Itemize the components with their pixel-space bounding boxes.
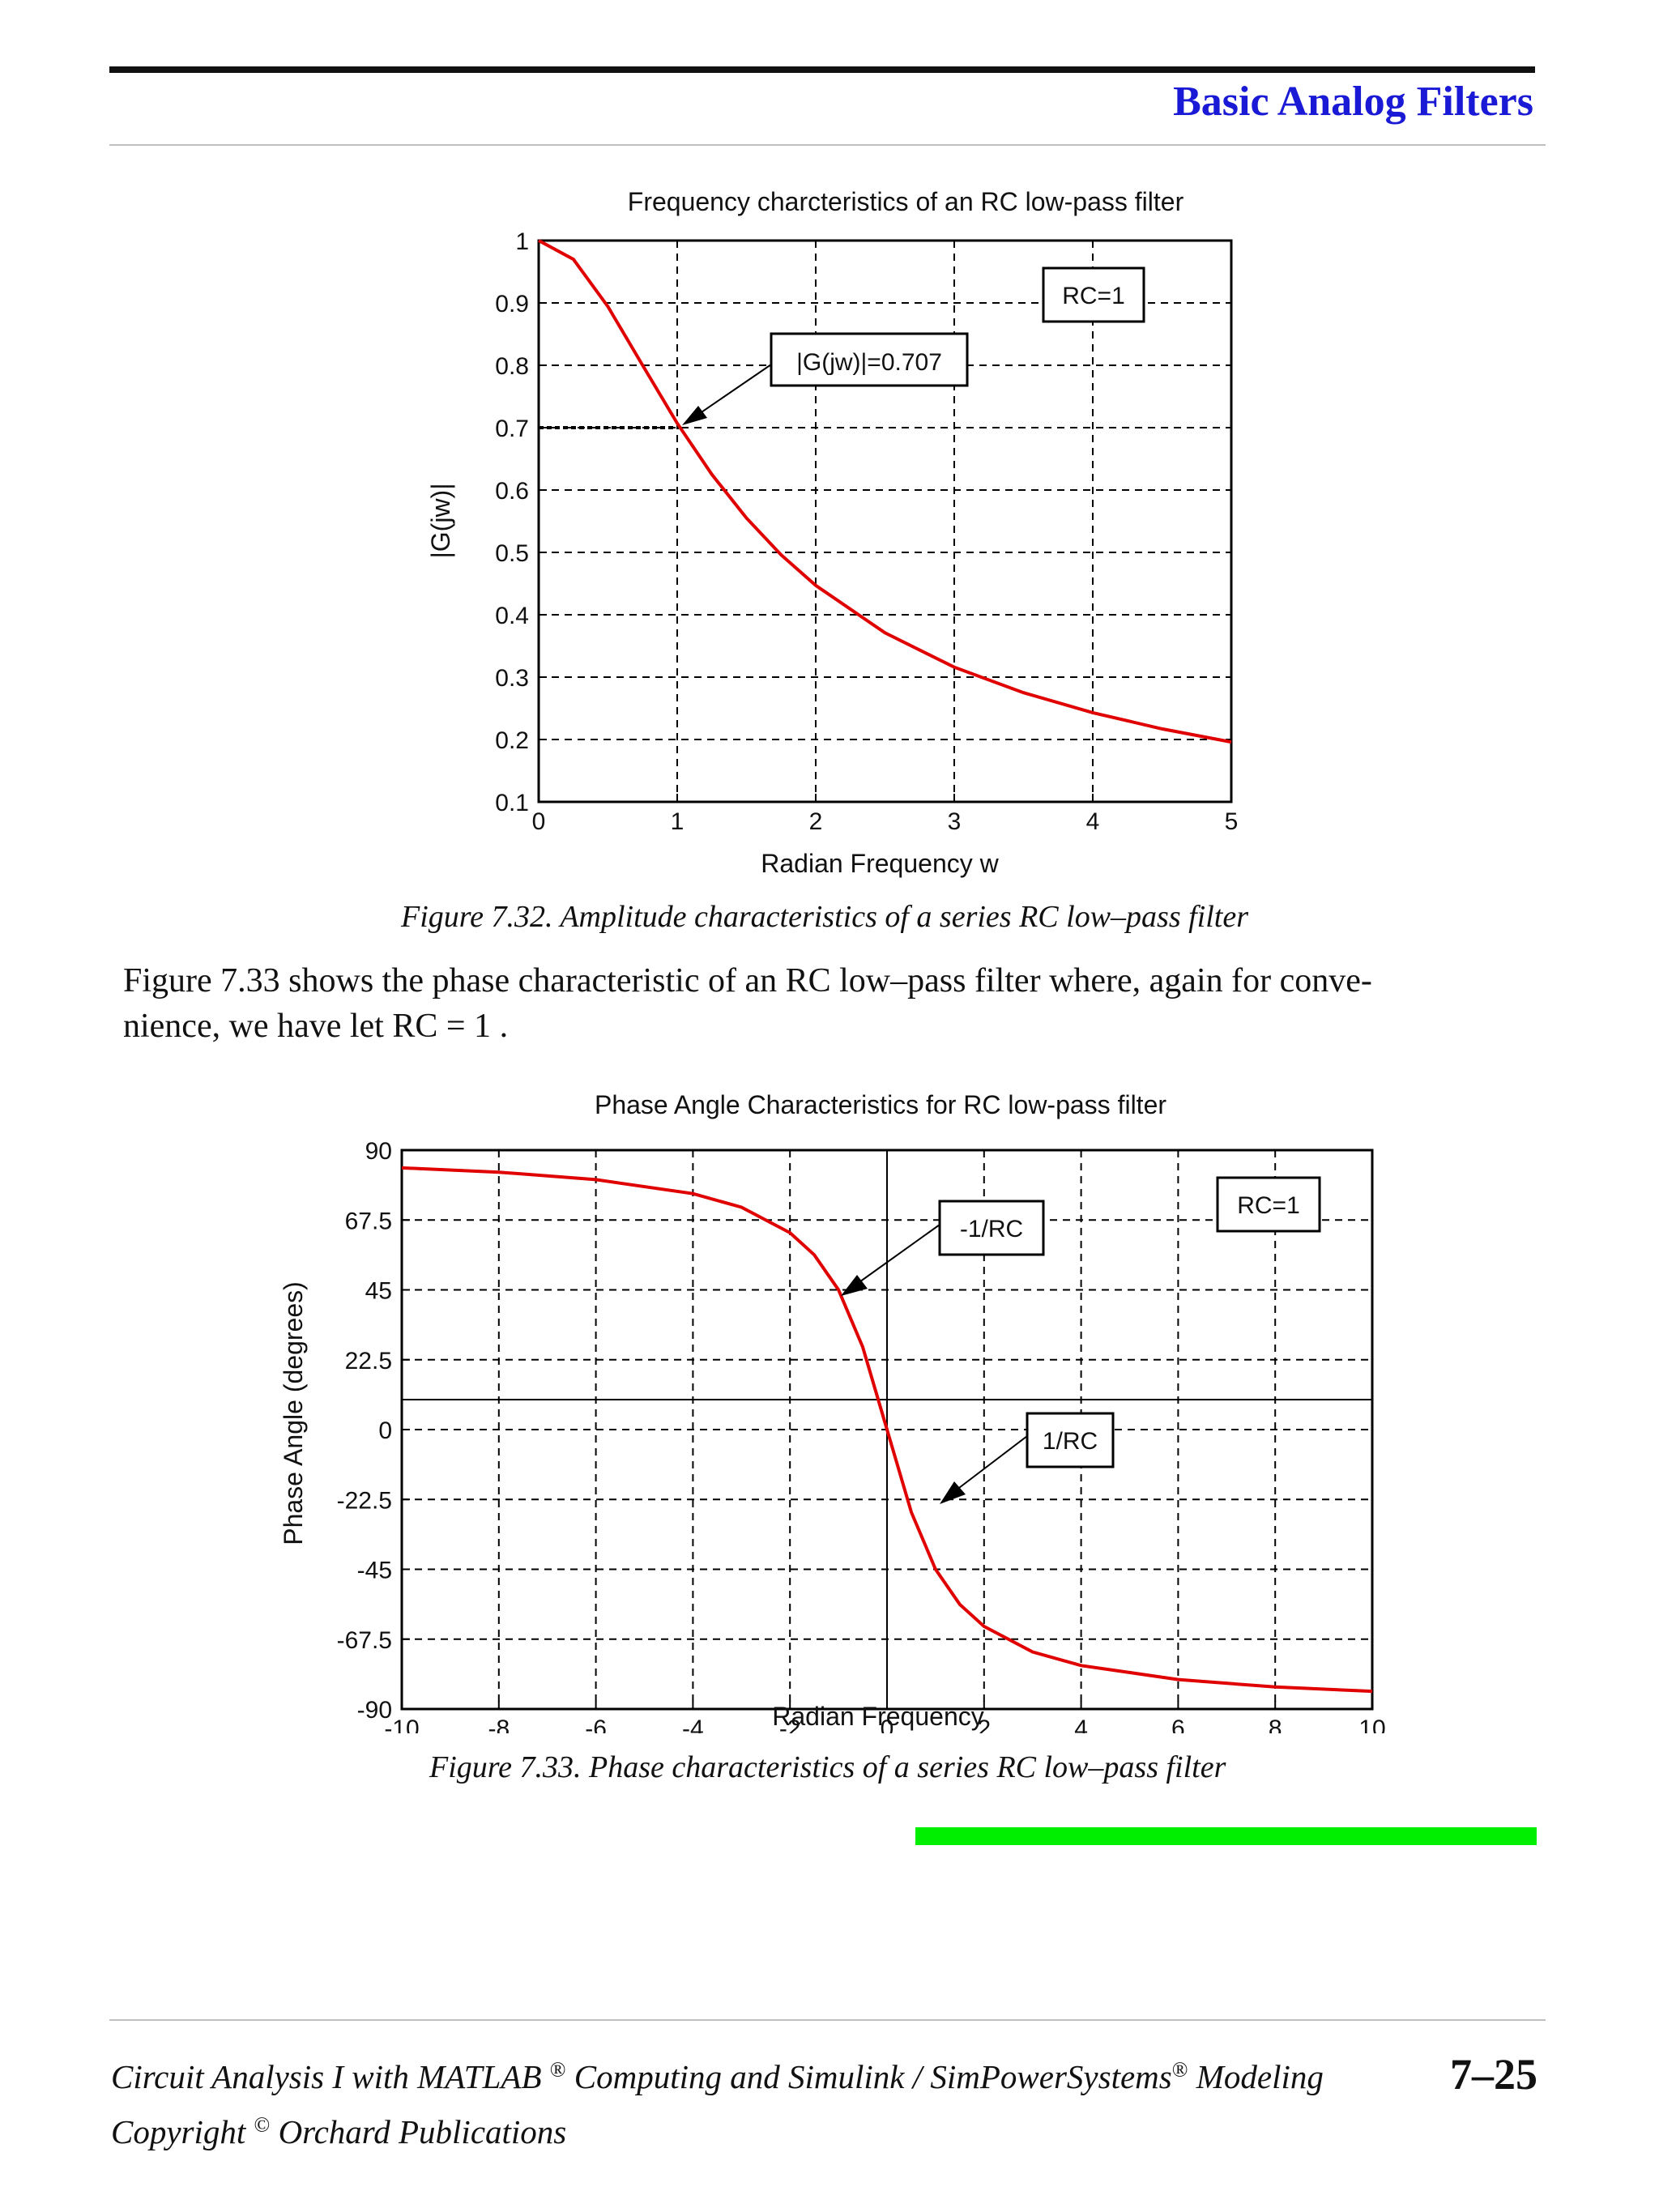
x-tick-label: 2: [809, 808, 823, 835]
figure-caption-7-32: Figure 7.32. Amplitude characteristics o…: [401, 900, 1249, 934]
x-tick-label: -8: [488, 1715, 510, 1733]
svg-text:RC=1: RC=1: [1062, 283, 1125, 309]
x-tick-label: 10: [1358, 1715, 1385, 1733]
svg-text:-1/RC: -1/RC: [960, 1216, 1023, 1242]
y-tick-label: 0.8: [495, 353, 529, 380]
y-tick-label: 0.6: [495, 478, 529, 505]
y-tick-label: 0.1: [495, 790, 529, 816]
x-tick-label: 6: [1171, 1715, 1185, 1733]
y-tick-label: 0: [378, 1417, 392, 1444]
running-header-title: Basic Analog Filters: [1173, 79, 1533, 125]
svg-text:1/RC: 1/RC: [1043, 1428, 1098, 1455]
x-axis-label: Radian Frequency: [772, 1702, 983, 1731]
x-tick-label: 0: [532, 808, 546, 835]
x-axis-label: Radian Frequency w: [761, 849, 999, 878]
y-tick-label: 0.9: [495, 291, 529, 318]
footer-copyright: Copyright © Orchard Publications: [111, 2112, 567, 2150]
x-tick-label: -6: [585, 1715, 607, 1733]
x-tick-label: 1: [671, 808, 684, 835]
y-tick-label: 0.3: [495, 665, 529, 692]
annotation-minus-1-over-rc: -1/RC: [841, 1200, 1045, 1296]
y-tick-label: 90: [365, 1138, 392, 1165]
x-tick-label: 8: [1269, 1715, 1282, 1733]
phase-chart: Phase Angle Characteristics for RC low-p…: [279, 1090, 1386, 1733]
x-tick-label: -2: [779, 1715, 801, 1733]
x-tick-label: 5: [1225, 808, 1239, 835]
svg-text:RC=1: RC=1: [1237, 1192, 1300, 1219]
x-tick-label: -10: [384, 1715, 419, 1733]
y-tick-label: 22.5: [345, 1348, 392, 1375]
y-tick-label: -22.5: [337, 1487, 392, 1514]
body-paragraph: Figure 7.33 shows the phase characterist…: [123, 962, 1372, 1045]
y-axis-label: |G(jw)|: [426, 483, 455, 558]
paragraph-line-2: nience, we have let: [123, 1008, 393, 1045]
annotation-0707: |G(jw)|=0.707: [682, 332, 969, 425]
x-tick-label: 4: [1074, 1715, 1088, 1733]
magnitude-curve: [538, 239, 1232, 744]
x-tick-label: 3: [948, 808, 962, 835]
page-number: 7–25: [1450, 2050, 1537, 2099]
y-tick-label: -45: [357, 1558, 392, 1584]
top-rule: [109, 66, 1535, 73]
chart-title: Frequency charcteristics of an RC low-pa…: [628, 187, 1184, 216]
phase-curve: [401, 1166, 1373, 1694]
figure-caption-7-33: Figure 7.33. Phase characteristics of a …: [429, 1750, 1226, 1784]
header-rule: [109, 144, 1546, 146]
y-tick-label: -90: [357, 1697, 392, 1724]
paragraph-line-1: Figure 7.33 shows the phase characterist…: [123, 962, 1372, 999]
y-tick-label: 0.7: [495, 416, 529, 442]
y-tick-label: 1: [515, 228, 529, 255]
x-tick-label: 4: [1086, 808, 1100, 835]
tick-labels: 0 1 2 3 4 5 0.1 0.2 0.3 0.4 0.5 0.6 0.7 0.8 0.9 1: [495, 228, 1238, 835]
y-tick-label: 0.2: [495, 727, 529, 754]
annotation-1-over-rc: 1/RC: [940, 1412, 1115, 1504]
annotation-rc1: RC=1: [1216, 1176, 1321, 1233]
plot-frame: [537, 239, 1233, 803]
paragraph-equation: RC = 1: [392, 1008, 492, 1045]
y-tick-label: 0.5: [495, 540, 529, 567]
svg-text:|G(jw)|=0.707: |G(jw)|=0.707: [796, 349, 942, 376]
y-tick-label: 45: [365, 1278, 392, 1305]
x-tick-label: 0: [881, 1715, 894, 1733]
y-tick-label: 67.5: [345, 1208, 392, 1234]
grid-lines: [538, 240, 1232, 803]
amplitude-chart: Frequency charcteristics of an RC low-pa…: [426, 187, 1238, 878]
tick-labels: -10 -8 -6 -4 -2 0 2 4 6 8 10 90 67.5 45 22.5 0 -22.5 -45 -…: [337, 1138, 1386, 1733]
footer-book-title: Circuit Analysis I with MATLAB ® Computi…: [111, 2057, 1324, 2095]
footer-rule: [109, 2019, 1546, 2021]
y-tick-label: -67.5: [337, 1627, 392, 1654]
annotation-rc1: RC=1: [1042, 266, 1145, 323]
chart-title: Phase Angle Characteristics for RC low-p…: [595, 1090, 1166, 1119]
x-tick-label: 2: [977, 1715, 991, 1733]
y-tick-label: 0.4: [495, 603, 529, 629]
green-accent-bar: [915, 1827, 1537, 1845]
x-tick-label: -4: [682, 1715, 704, 1733]
y-axis-label: Phase Angle (degrees): [279, 1281, 308, 1545]
